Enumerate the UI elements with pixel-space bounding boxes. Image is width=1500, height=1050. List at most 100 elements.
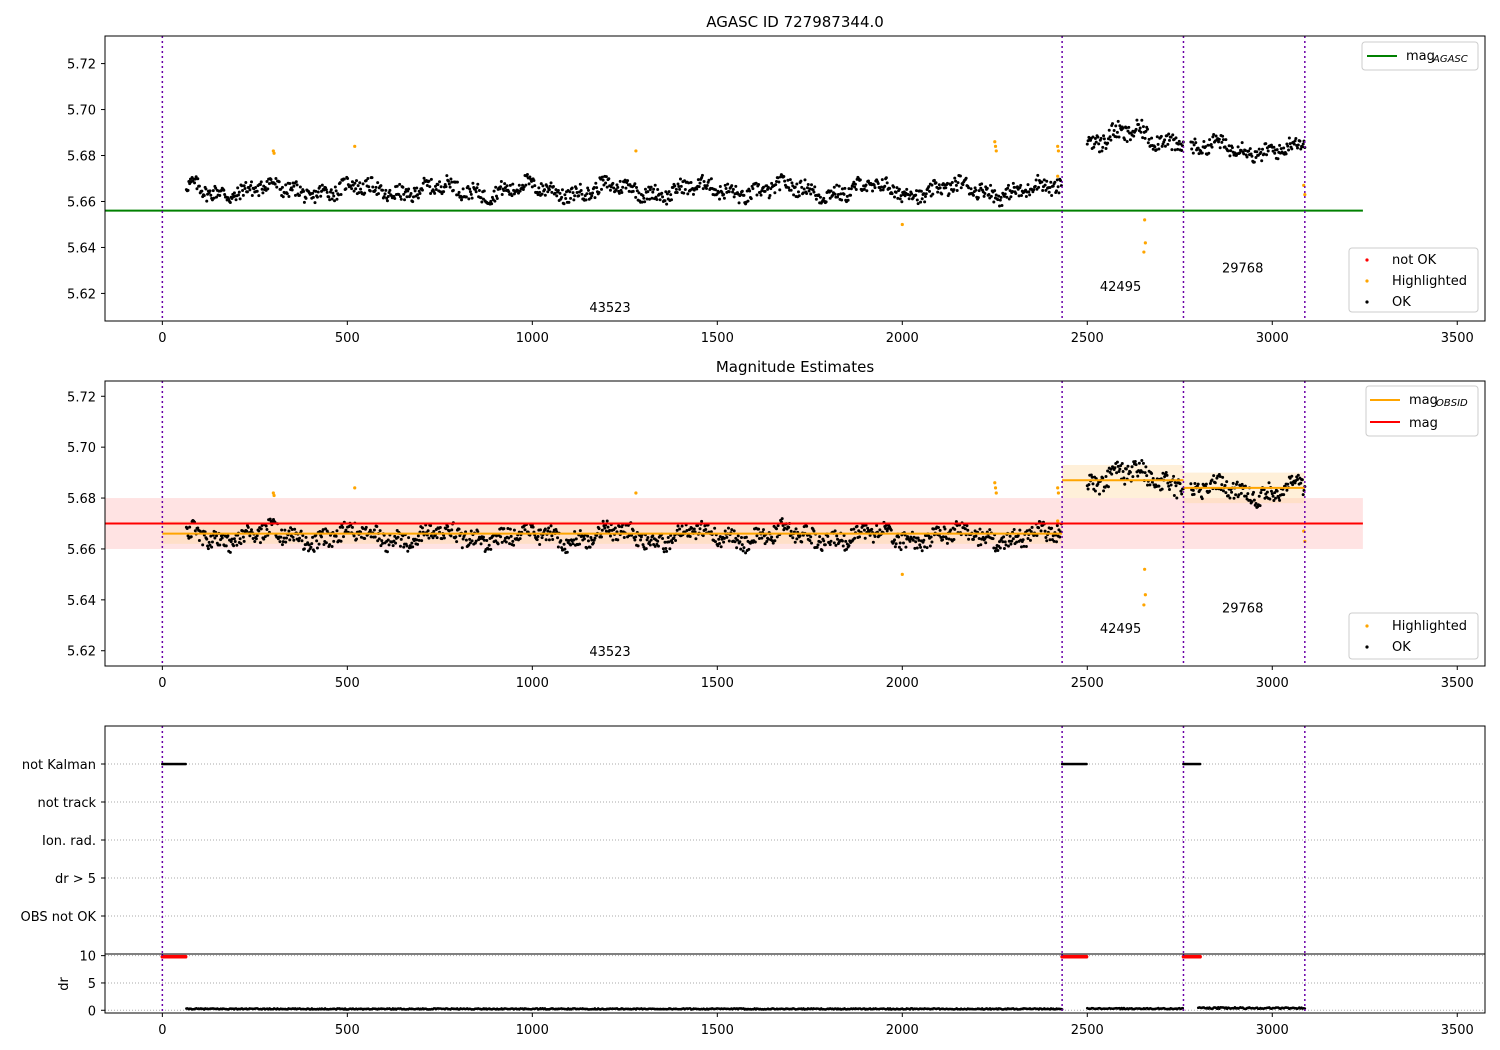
ok-point <box>755 193 759 197</box>
ok-point <box>979 543 983 547</box>
x-tick-label: 1000 <box>516 676 549 691</box>
ok-point <box>713 540 717 544</box>
ok-point <box>1120 461 1124 465</box>
ok-point <box>555 530 559 534</box>
ok-point <box>1151 147 1155 151</box>
ok-point <box>344 187 348 191</box>
ok-point <box>932 527 936 531</box>
ok-point <box>789 529 793 533</box>
ok-point <box>606 525 610 529</box>
ok-point <box>1047 190 1051 194</box>
ok-point <box>832 185 836 189</box>
ok-point <box>242 539 246 543</box>
ok-point <box>457 527 461 531</box>
ok-point <box>1116 119 1120 123</box>
ok-point <box>445 174 449 178</box>
ok-point <box>518 537 522 541</box>
ok-point <box>1208 138 1212 142</box>
ok-point <box>284 540 288 544</box>
ok-point <box>668 547 672 551</box>
ok-point <box>733 540 737 544</box>
panel-agasc: AGASC ID 727987344.0 43523 42495 29768 0 50… <box>67 13 1486 346</box>
dr-clipped-point <box>1198 954 1202 959</box>
ok-point <box>766 537 770 541</box>
ok-point <box>1254 502 1258 506</box>
ok-point <box>593 536 597 540</box>
ok-point <box>822 539 826 543</box>
ok-point <box>855 524 859 528</box>
ok-point <box>1024 544 1028 548</box>
ok-point <box>989 194 993 198</box>
ok-point <box>937 183 941 187</box>
ok-point <box>1106 137 1110 141</box>
ok-point <box>364 525 368 529</box>
ok-point <box>228 550 232 554</box>
ok-point <box>467 543 471 547</box>
ok-point <box>1286 482 1290 486</box>
ok-point <box>965 524 969 528</box>
ok-point <box>835 534 839 538</box>
ok-point <box>614 188 618 192</box>
ok-point <box>917 538 921 542</box>
ok-point <box>737 201 741 205</box>
ok-point <box>287 195 291 199</box>
ok-point <box>374 185 378 189</box>
ok-point <box>238 537 242 541</box>
ok-point <box>239 542 243 546</box>
ok-point <box>669 193 673 197</box>
ok-point <box>1190 147 1194 151</box>
ok-point <box>379 544 383 548</box>
ok-point <box>352 534 356 538</box>
ok-point <box>1102 489 1106 493</box>
ok-point <box>1268 497 1272 501</box>
legend-not-ok-label: not OK <box>1392 253 1437 268</box>
ok-point <box>189 535 193 539</box>
ok-point <box>449 177 453 181</box>
ok-point <box>1208 481 1212 485</box>
ok-point <box>956 181 960 185</box>
ok-point <box>705 186 709 190</box>
ok-point <box>318 185 322 189</box>
ok-point <box>919 545 923 549</box>
ok-point <box>679 184 683 188</box>
ok-point <box>332 539 336 543</box>
ok-point <box>676 524 680 528</box>
ok-point <box>797 194 801 198</box>
ok-point <box>368 189 372 193</box>
ok-point <box>722 192 726 196</box>
ok-point <box>938 528 942 532</box>
ok-point <box>209 534 213 538</box>
ok-point <box>281 540 285 544</box>
ok-point <box>470 539 474 543</box>
x-tick-label: 3500 <box>1441 331 1474 346</box>
ok-point <box>1097 492 1101 496</box>
ok-point <box>1284 152 1288 156</box>
ok-point <box>588 545 592 549</box>
ok-point <box>910 192 914 196</box>
ok-point <box>969 187 973 191</box>
ok-point <box>967 186 971 190</box>
ok-point <box>302 189 306 193</box>
ok-point <box>373 188 377 192</box>
ok-point <box>862 524 866 528</box>
ok-point <box>547 526 551 530</box>
ok-point <box>1102 134 1106 138</box>
obsid-label: 42495 <box>1100 622 1141 637</box>
ok-point <box>1217 140 1221 144</box>
ok-point <box>1143 471 1147 475</box>
ok-point <box>1035 533 1039 537</box>
ok-point <box>369 535 373 539</box>
ok-point <box>549 181 553 185</box>
ok-point <box>1169 483 1173 487</box>
ok-point <box>744 535 748 539</box>
ok-point <box>903 194 907 198</box>
ok-point <box>870 527 874 531</box>
ok-point <box>288 182 292 186</box>
ok-point <box>977 537 981 541</box>
ok-point <box>232 191 236 195</box>
ok-point <box>589 536 593 540</box>
ok-point <box>883 184 887 188</box>
ok-point <box>742 546 746 550</box>
x-tick-label: 2000 <box>886 331 919 346</box>
ok-point <box>908 539 912 543</box>
